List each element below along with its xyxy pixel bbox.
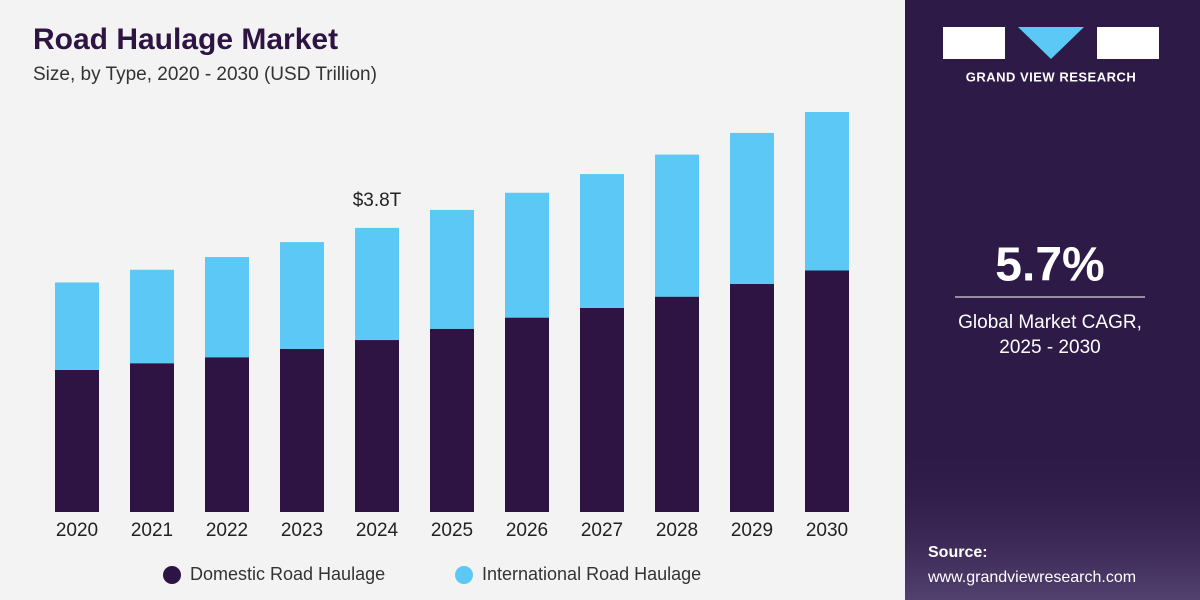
x-tick-label: 2027 <box>581 520 623 541</box>
bar-segment <box>280 242 324 350</box>
bar-segment <box>130 269 174 364</box>
bar-segment <box>355 227 399 341</box>
bar-segment <box>430 209 474 329</box>
brand-name: GRAND VIEW RESEARCH <box>966 69 1137 84</box>
legend-swatch <box>455 566 473 584</box>
bar-segment <box>655 154 699 297</box>
cagr-label: 2025 - 2030 <box>999 337 1100 358</box>
logo-block <box>943 27 1005 59</box>
bar-segment <box>505 192 549 318</box>
bar-segment <box>730 283 774 512</box>
x-tick-label: 2023 <box>281 520 323 541</box>
bar-segment <box>655 296 699 512</box>
bar-segment <box>55 282 99 370</box>
x-tick-label: 2024 <box>356 520 399 541</box>
bar-segment <box>505 317 549 512</box>
bar-segment <box>730 132 774 284</box>
x-tick-label: 2028 <box>656 520 698 541</box>
bar-segment <box>130 363 174 512</box>
cagr-label: Global Market CAGR, <box>958 312 1142 333</box>
bar-segment <box>205 257 249 358</box>
legend-label: Domestic Road Haulage <box>190 564 385 584</box>
bar-segment <box>580 174 624 308</box>
x-tick-label: 2030 <box>806 520 848 541</box>
x-tick-label: 2025 <box>431 520 473 541</box>
bar-segment <box>580 307 624 512</box>
x-tick-label: 2029 <box>731 520 773 541</box>
legend-swatch <box>163 566 181 584</box>
x-tick-label: 2021 <box>131 520 173 541</box>
bar-segment <box>805 112 849 271</box>
bar-segment <box>805 270 849 512</box>
logo-block <box>1097 27 1159 59</box>
panel-image <box>905 440 1200 600</box>
x-tick-label: 2020 <box>56 520 98 541</box>
chart-subtitle: Size, by Type, 2020 - 2030 (USD Trillion… <box>33 64 377 85</box>
data-label: $3.8T <box>353 190 402 211</box>
chart-title: Road Haulage Market <box>33 23 338 56</box>
bar-segment <box>430 328 474 512</box>
x-tick-label: 2026 <box>506 520 548 541</box>
bar-segment <box>355 340 399 512</box>
source-url: www.grandviewresearch.com <box>927 569 1136 586</box>
logo-triangle <box>1018 27 1084 59</box>
x-tick-label: 2022 <box>206 520 248 541</box>
source-label: Source: <box>928 544 988 561</box>
bar-segment <box>205 357 249 512</box>
bar-segment <box>55 369 99 512</box>
bar-segment <box>280 349 324 512</box>
cagr-value: 5.7% <box>995 239 1104 292</box>
logo <box>943 27 1159 59</box>
legend-label: International Road Haulage <box>482 564 701 584</box>
